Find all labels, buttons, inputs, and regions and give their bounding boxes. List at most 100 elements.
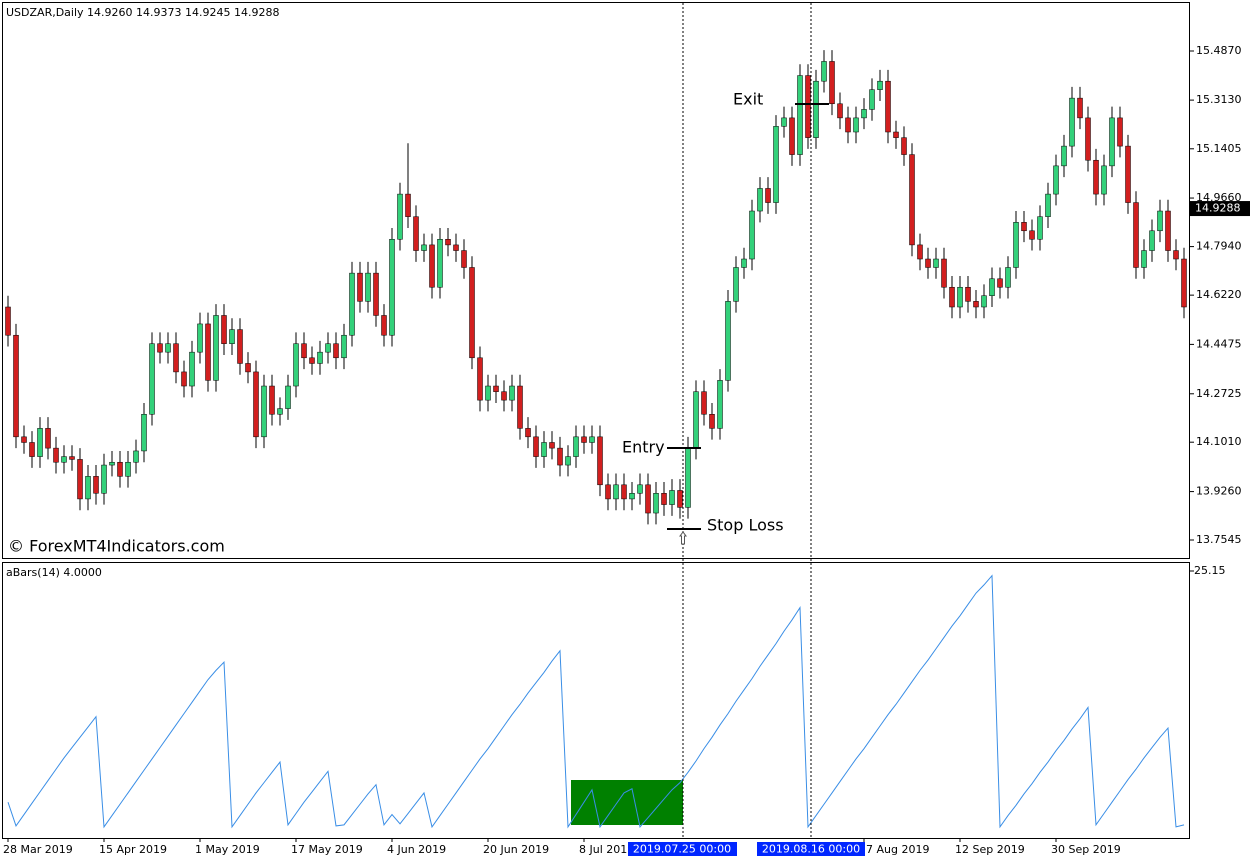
candle-body [773, 126, 779, 203]
price-pane [2, 2, 1190, 559]
candle-body [309, 357, 315, 364]
candle-body [1149, 230, 1155, 251]
y-tick-label: 25.15 [1194, 564, 1226, 577]
candle-body [965, 286, 971, 302]
candle-body [357, 272, 363, 302]
candle-body [1125, 145, 1131, 203]
candle-body [541, 442, 547, 457]
y-tick-label: 15.4870 [1196, 44, 1242, 57]
candle-body [893, 131, 899, 138]
candle-body [613, 484, 619, 500]
candle-body [197, 323, 203, 353]
candle-body [421, 244, 427, 251]
candle-body [349, 272, 355, 336]
candle-body [1109, 117, 1115, 167]
x-tick-label: 1 May 2019 [195, 843, 260, 856]
candle-body [581, 436, 587, 443]
candle-body [389, 239, 395, 336]
entry-label: Entry [622, 438, 665, 457]
candle-body [301, 343, 307, 359]
candle-body [485, 385, 491, 401]
candle-body [133, 450, 139, 463]
candle-body [685, 447, 691, 508]
candle-body [461, 250, 467, 268]
y-tick-label: 14.7940 [1196, 240, 1242, 253]
candle-body [989, 278, 995, 296]
candle-body [1021, 222, 1027, 232]
candle-body [1133, 202, 1139, 268]
y-tick-label: 14.4475 [1196, 337, 1242, 350]
candle-body [173, 343, 179, 373]
candle-body [645, 484, 651, 514]
watermark: © ForexMT4Indicators.com [8, 537, 225, 556]
candle-body [365, 272, 371, 302]
candle-body [469, 267, 475, 359]
candle-body [437, 239, 443, 288]
candle-body [765, 188, 771, 203]
candle-body [821, 61, 827, 82]
candle-body [501, 391, 507, 401]
marks [5, 50, 1187, 829]
candle-body [733, 267, 739, 302]
exit-label: Exit [733, 90, 763, 109]
candle-body [653, 493, 659, 514]
candle-body [597, 436, 603, 486]
candle-body [205, 323, 211, 381]
candle-body [381, 315, 387, 336]
y-tick-label: 15.1405 [1196, 142, 1242, 155]
candle-body [5, 306, 11, 336]
x-tick-label: 12 Sep 2019 [955, 843, 1025, 856]
x-tick-label: 8 Jul 2019 [579, 843, 634, 856]
candle-body [341, 334, 347, 359]
candle-body [1045, 193, 1051, 217]
candle-body [21, 436, 27, 443]
candle-body [69, 456, 75, 460]
candle-body [149, 343, 155, 415]
candle-body [29, 442, 35, 457]
x-tick-label: 27 Aug 2019 [859, 843, 929, 856]
candle-body [277, 408, 283, 415]
candle-body [1141, 250, 1147, 268]
candle-body [549, 442, 555, 449]
vline-label: 2019.08.16 00:00 [762, 843, 860, 856]
last-price-label: 14.9288 [1195, 202, 1241, 215]
arrow-icon [679, 531, 687, 545]
candle-body [165, 343, 171, 353]
candle-body [429, 244, 435, 288]
candle-body [1165, 210, 1171, 251]
candle-body [845, 117, 851, 133]
candle-body [941, 258, 947, 288]
candle-body [589, 436, 595, 443]
candle-body [269, 385, 275, 415]
candle-body [981, 295, 987, 308]
candle-body [885, 80, 891, 133]
candle-body [189, 351, 195, 387]
x-axis: 28 Mar 2019 15 Apr 2019 1 May 2019 17 May 2… [3, 838, 1121, 856]
candle-body [397, 193, 403, 240]
candle-body [1061, 145, 1067, 167]
candle-body [101, 464, 107, 494]
candle-body [837, 103, 843, 119]
candle-body [13, 334, 19, 438]
candle-body [1093, 159, 1099, 195]
candle-body [477, 357, 483, 401]
candle-body [829, 61, 835, 105]
candle-body [285, 385, 291, 409]
candle-body [293, 343, 299, 387]
candle-body [77, 459, 83, 500]
candle-body [565, 456, 571, 466]
y-tick-label: 13.7545 [1196, 533, 1242, 546]
candle-body [229, 329, 235, 344]
candle-body [605, 484, 611, 500]
candle-body [1085, 117, 1091, 161]
y-tick-label: 14.2725 [1196, 387, 1242, 400]
candle-body [317, 351, 323, 364]
candle-body [493, 385, 499, 392]
candle-body [61, 456, 67, 463]
x-tick-label: 15 Apr 2019 [99, 843, 167, 856]
candle-body [717, 380, 723, 429]
candle-body [53, 447, 59, 463]
candle-body [933, 258, 939, 268]
candle-body [701, 391, 707, 415]
candle-body [253, 371, 259, 438]
